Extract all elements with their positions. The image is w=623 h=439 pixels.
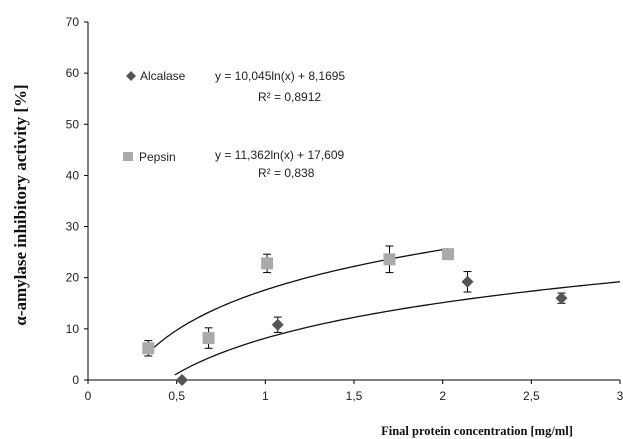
tick-labels: 0 10 20 30 40 50 60 70 0 0,5 1 1,5 2 2,5 3 [66, 15, 623, 403]
equation-alcalase: y = 10,045ln(x) + 8,1695 [215, 69, 345, 83]
x-axis-label: Final protein concentration [mg/ml] [381, 424, 573, 438]
y-tick-label: 0 [72, 373, 79, 387]
x-tick-label: 1 [262, 389, 269, 403]
y-tick-label: 70 [66, 15, 80, 29]
data-point-pepsin [142, 342, 155, 355]
x-tick-label: 0,5 [168, 389, 185, 403]
data-point-alcalase [555, 292, 568, 305]
r2-pepsin: R² = 0,838 [258, 166, 315, 180]
data-point-alcalase [461, 275, 474, 288]
data-point-pepsin [441, 248, 454, 261]
x-tick-label: 1,5 [346, 389, 363, 403]
x-tick-label: 3 [617, 389, 623, 403]
y-tick-label: 50 [66, 117, 80, 131]
legend-marker-alcalase [126, 71, 136, 81]
x-tick-label: 2 [439, 389, 446, 403]
x-tick-label: 2,5 [523, 389, 540, 403]
data-point-pepsin [202, 332, 215, 345]
legend: Alcalase y = 10,045ln(x) + 8,1695 R² = 0… [123, 69, 345, 180]
legend-label-pepsin: Pepsin [139, 150, 176, 164]
data-points [142, 248, 568, 386]
data-point-pepsin [261, 257, 274, 270]
legend-marker-pepsin [123, 152, 133, 161]
trendline-alcalase [174, 281, 621, 376]
legend-label-alcalase: Alcalase [140, 69, 186, 83]
equation-pepsin: y = 11,362ln(x) + 17,609 [215, 148, 345, 162]
y-tick-label: 60 [66, 66, 80, 80]
y-tick-label: 30 [66, 220, 80, 234]
y-tick-label: 10 [66, 322, 80, 336]
trendline-pepsin [147, 248, 449, 354]
y-tick-label: 20 [66, 271, 80, 285]
trendlines [147, 248, 621, 376]
y-tick-label: 40 [66, 168, 80, 182]
data-point-pepsin [383, 253, 396, 266]
x-tick-label: 0 [85, 389, 92, 403]
r2-alcalase: R² = 0,8912 [258, 90, 321, 104]
data-point-alcalase [175, 374, 188, 386]
data-point-alcalase [271, 318, 284, 331]
y-axis-label: α-amylase inhibitory activity [%] [11, 84, 30, 325]
